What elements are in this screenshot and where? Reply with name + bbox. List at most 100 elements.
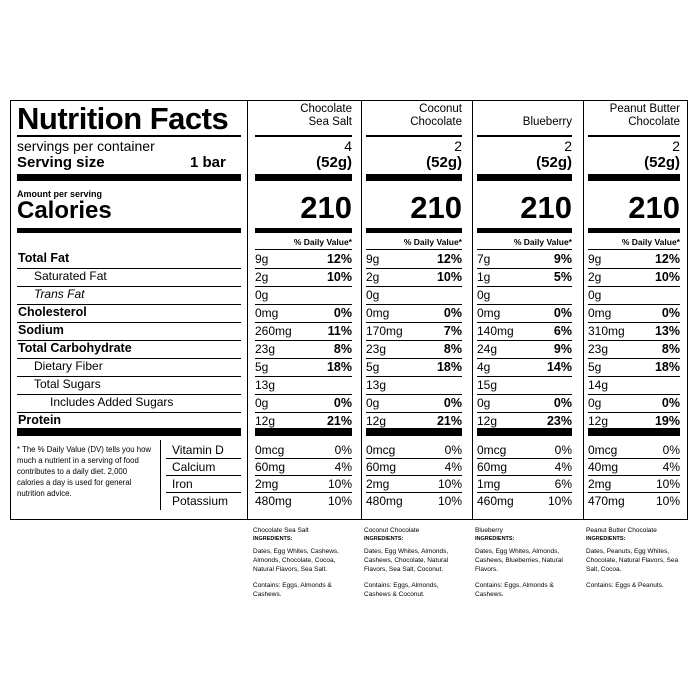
nutrient-cell-rule <box>477 376 572 377</box>
vitamin-dv: 10% <box>437 477 462 491</box>
vitamin-amount: 2mg <box>366 477 390 491</box>
nutrient-dv: 9% <box>553 252 572 266</box>
nutrient-dv: 5% <box>553 270 572 284</box>
vitamin-label-1: Calcium <box>172 460 216 474</box>
vitamin-dv: 10% <box>655 494 680 508</box>
nutrient-cell-rule <box>255 412 352 413</box>
column-calories-rule <box>255 228 352 233</box>
nutrient-amount: 4g <box>477 360 491 374</box>
calories-label: Calories <box>17 197 112 224</box>
nutrient-amount: 5g <box>255 360 269 374</box>
nutrient-amount: 23g <box>366 342 387 356</box>
nutrient-cell-rule <box>477 358 572 359</box>
allergen-contains: Contains: Eggs, Almonds, Cashews & Cocon… <box>364 582 439 598</box>
nutrient-cell-rule <box>255 340 352 341</box>
nutrient-dv: 11% <box>327 324 352 338</box>
servings-count: 2 <box>454 138 462 154</box>
vitamin-label-2: Iron <box>172 477 193 491</box>
ingredients-label: INGREDIENTS: <box>475 536 515 542</box>
vitamin-dv: 10% <box>547 494 572 508</box>
nutrient-amount: 260mg <box>255 324 292 338</box>
vitamin-amount: 480mg <box>255 494 292 508</box>
nutrient-amount: 170mg <box>366 324 403 338</box>
nutrient-label-4: Sodium <box>18 323 64 337</box>
calories-rule <box>17 228 241 233</box>
nutrient-cell-rule <box>588 412 680 413</box>
nutrient-cell-rule <box>477 322 572 323</box>
nutrient-amount: 0mg <box>588 306 612 320</box>
vitamin-cell-rule <box>366 475 462 476</box>
servings-count: 4 <box>344 138 352 154</box>
serving-grams: (52g) <box>644 154 680 171</box>
vitamin-dv: 10% <box>327 477 352 491</box>
nutrient-rule-6 <box>17 376 241 377</box>
allergen-contains: Contains: Eggs, Almonds & Cashews. <box>475 582 554 598</box>
amount-per-serving: Amount per serving <box>17 189 103 199</box>
column-calories-rule <box>477 228 572 233</box>
vitamin-amount: 2mg <box>588 477 612 491</box>
allergen-contains: Contains: Eggs, Almonds & Cashews. <box>253 582 332 598</box>
column-title-rule <box>477 135 572 137</box>
servings-label: servings per container <box>17 138 155 154</box>
vitamin-cell-rule <box>477 475 572 476</box>
nutrient-label-3: Cholesterol <box>18 305 87 319</box>
nutrient-rule-7 <box>17 394 241 395</box>
vitamin-dv: 0% <box>662 443 680 457</box>
nutrient-cell-rule <box>366 376 462 377</box>
nutrient-dv: 0% <box>443 306 462 320</box>
nutrient-dv: 12% <box>436 252 462 266</box>
product-name-line2: Chocolate <box>628 116 680 128</box>
nutrient-cell-rule <box>588 358 680 359</box>
serving-rule <box>17 174 241 181</box>
nutrient-dv: 10% <box>436 270 462 284</box>
column-title-rule <box>255 135 352 137</box>
nutrient-cell-rule <box>366 340 462 341</box>
column-divider-1 <box>361 100 362 520</box>
nutrient-dv: 19% <box>654 414 680 428</box>
vitamin-rule-0 <box>166 458 241 459</box>
product-name-line2: Chocolate <box>410 116 462 128</box>
nutrient-dv: 10% <box>654 270 680 284</box>
nutrient-amount: 0mg <box>255 306 279 320</box>
vitamin-cell-rule <box>588 492 680 493</box>
ingredients-title: Chocolate Sea Salt <box>253 527 309 534</box>
vitamin-amount: 0mcg <box>477 443 507 457</box>
daily-value-header: % Daily Value* <box>513 237 572 247</box>
nutrient-cell-rule <box>477 268 572 269</box>
nutrient-cell-rule <box>477 286 572 287</box>
title-rule <box>17 135 241 137</box>
nutrient-dv: 0% <box>553 396 572 410</box>
vitamin-cell-rule <box>477 458 572 459</box>
serving-size-label: Serving size <box>17 154 105 171</box>
product-name-line1: Coconut <box>419 103 462 115</box>
nutrient-amount: 0g <box>588 396 602 410</box>
vitamin-amount: 60mg <box>255 460 286 474</box>
nutrient-amount: 13g <box>255 378 276 392</box>
calories-value: 210 <box>300 190 352 225</box>
nutrient-dv: 8% <box>333 342 352 356</box>
nutrient-cell-rule <box>588 286 680 287</box>
ingredients-title: Coconut Chocolate <box>364 527 420 534</box>
column-protein-rule <box>477 428 572 436</box>
nutrient-rule-3 <box>17 322 241 323</box>
vitamin-amount: 40mg <box>588 460 619 474</box>
nutrient-amount: 5g <box>366 360 380 374</box>
nutrient-cell-rule <box>255 286 352 287</box>
vitamin-dv: 0% <box>554 443 572 457</box>
nutrient-dv: 8% <box>661 342 680 356</box>
calories-value: 210 <box>520 190 572 225</box>
ingredients-text: Dates, Egg Whites, Cashews, Almonds, Cho… <box>253 548 339 573</box>
nutrient-cell-rule <box>255 304 352 305</box>
nutrient-amount: 12g <box>588 414 609 428</box>
nutrient-label-0: Total Fat <box>18 251 70 265</box>
dv-rule <box>588 249 680 250</box>
vitamin-amount: 460mg <box>477 494 514 508</box>
nutrient-amount: 0g <box>366 288 380 302</box>
nutrient-label-2: Trans Fat <box>34 287 85 301</box>
nutrient-label-5: Total Carbohydrate <box>18 341 132 355</box>
column-divider-0 <box>247 100 248 520</box>
nutrient-amount: 2g <box>366 270 380 284</box>
nutrient-cell-rule <box>255 322 352 323</box>
nutrient-amount: 2g <box>255 270 269 284</box>
ingredients-label: INGREDIENTS: <box>253 536 293 542</box>
